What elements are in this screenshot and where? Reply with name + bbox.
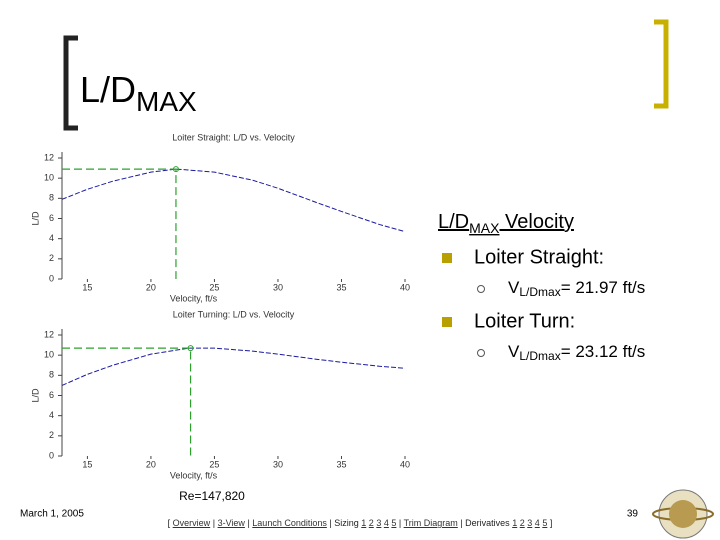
x-tick-label: 30 (273, 282, 283, 292)
nav-link[interactable]: 2 (519, 518, 525, 528)
bullet-text: Loiter Straight: (474, 246, 604, 268)
y-tick-label: 4 (49, 410, 54, 420)
logo (652, 489, 714, 539)
sub-bullet (477, 349, 485, 357)
nav-link[interactable]: 3 (527, 518, 533, 528)
date: March 1, 2005 (20, 509, 84, 520)
chart-title: Loiter Turning: L/D vs. Velocity (173, 309, 295, 319)
bullet-text: Loiter Turn: (474, 310, 575, 332)
nav-bracket: ] (549, 518, 553, 528)
bullet-detail: VL/Dmax= 23.12 ft/s (508, 342, 645, 363)
detail-rest: = 21.97 ft/s (561, 278, 646, 297)
x-tick-label: 35 (336, 459, 346, 469)
marker-guide (62, 347, 192, 456)
nav-bracket: [ (167, 518, 171, 528)
nav-separator: | (212, 518, 216, 528)
bracket (654, 19, 669, 109)
bullet-detail: VL/Dmax= 21.97 ft/s (508, 278, 645, 299)
y-tick-label: 0 (49, 273, 54, 283)
detail-main: V (508, 342, 520, 361)
nav-link[interactable]: Launch Conditions (252, 518, 327, 528)
y-tick-label: 2 (49, 430, 54, 440)
y-tick-label: 10 (44, 173, 54, 183)
page-number: 39 (627, 509, 639, 520)
bullet-square (442, 253, 452, 263)
heading-main: L/D (438, 211, 469, 233)
x-tick-label: 40 (400, 459, 410, 469)
bullet-square (442, 317, 452, 327)
nav-link[interactable]: 3 (376, 518, 382, 528)
y-tick-label: 6 (49, 390, 54, 400)
annotation: Re=147,820 (179, 489, 245, 503)
x-tick-label: 20 (146, 282, 156, 292)
nav-label: Sizing (334, 518, 359, 528)
nav-separator: | (247, 518, 250, 528)
y-tick-label: 12 (44, 152, 54, 162)
nav-separator: | (460, 518, 463, 528)
x-tick-label: 25 (209, 459, 219, 469)
x-axis-label: Velocity, ft/s (170, 293, 218, 303)
title-sub: MAX (136, 86, 197, 117)
slide-title: L/DMAX (80, 69, 197, 118)
detail-main: V (508, 278, 520, 297)
y-tick-label: 8 (49, 370, 54, 380)
x-axis-label: Velocity, ft/s (170, 470, 218, 480)
heading-sub: MAX (469, 220, 500, 236)
nav-link[interactable]: 3-View (217, 518, 245, 528)
heading-rest: Velocity (499, 211, 573, 233)
y-tick-label: 10 (44, 350, 54, 360)
x-tick-label: 25 (209, 282, 219, 292)
x-tick-label: 15 (82, 459, 92, 469)
bracket (63, 35, 78, 131)
nav-separator: | (398, 518, 402, 528)
y-tick-label: 0 (49, 450, 54, 460)
x-tick-label: 30 (273, 459, 283, 469)
line-series (61, 168, 406, 233)
nav-link[interactable]: 2 (368, 518, 374, 528)
x-tick-label: 20 (146, 459, 156, 469)
nav-link[interactable]: Trim Diagram (403, 518, 458, 528)
y-axis-label: L/D (30, 211, 40, 226)
y-axis-label: L/D (30, 388, 40, 403)
nav-separator: | (329, 518, 332, 528)
y-tick-label: 2 (49, 253, 54, 263)
y-tick-label: 8 (49, 193, 54, 203)
chart-title: Loiter Straight: L/D vs. Velocity (172, 132, 295, 142)
y-tick-label: 4 (49, 233, 54, 243)
nav-link[interactable]: 1 (512, 518, 518, 528)
nav-label: Derivatives (465, 518, 510, 528)
optimum-marker (172, 166, 179, 173)
y-tick-label: 6 (49, 213, 54, 223)
optimum-marker (187, 345, 194, 352)
detail-sub: L/Dmax (519, 349, 560, 363)
nav-link[interactable]: Overview (172, 518, 211, 528)
nav-link[interactable]: 5 (391, 518, 397, 528)
detail-rest: = 23.12 ft/s (561, 342, 646, 361)
footer-nav: [ Overview | 3-View | Launch Conditions … (0, 518, 720, 528)
y-tick-label: 12 (44, 329, 54, 339)
nav-link[interactable]: 4 (383, 518, 389, 528)
line-series (61, 347, 406, 386)
x-tick-label: 40 (400, 282, 410, 292)
nav-link[interactable]: 5 (542, 518, 548, 528)
x-tick-label: 35 (336, 282, 346, 292)
nav-link[interactable]: 1 (361, 518, 367, 528)
heading: L/DMAX Velocity (438, 211, 574, 235)
sub-bullet (477, 285, 485, 293)
nav-link[interactable]: 4 (534, 518, 540, 528)
marker-guide (62, 168, 177, 279)
title-main: L/D (80, 69, 136, 110)
x-tick-label: 15 (82, 282, 92, 292)
detail-sub: L/Dmax (519, 285, 560, 299)
